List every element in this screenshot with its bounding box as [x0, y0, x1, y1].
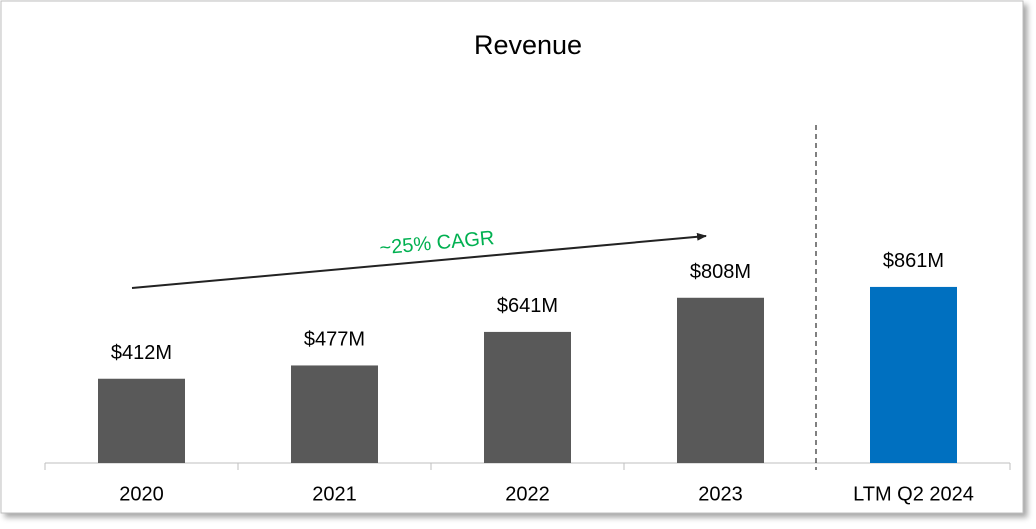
bar — [870, 286, 957, 463]
x-tick-label: 2023 — [698, 483, 743, 505]
x-tick-label: 2020 — [119, 483, 164, 505]
bar — [677, 297, 764, 463]
value-label: $641M — [497, 295, 558, 317]
cagr-arrow — [131, 232, 707, 289]
x-tick-label: 2021 — [312, 483, 357, 505]
value-label: $412M — [111, 342, 172, 364]
x-tick-label: LTM Q2 2024 — [853, 483, 974, 505]
x-tick-label: 2022 — [505, 483, 550, 505]
bar — [484, 331, 571, 463]
value-label: $808M — [690, 261, 751, 283]
bar — [98, 378, 185, 463]
chart-title: Revenue — [474, 30, 582, 60]
value-label: $477M — [304, 329, 365, 351]
bar — [291, 365, 378, 463]
value-label: $861M — [883, 250, 944, 272]
